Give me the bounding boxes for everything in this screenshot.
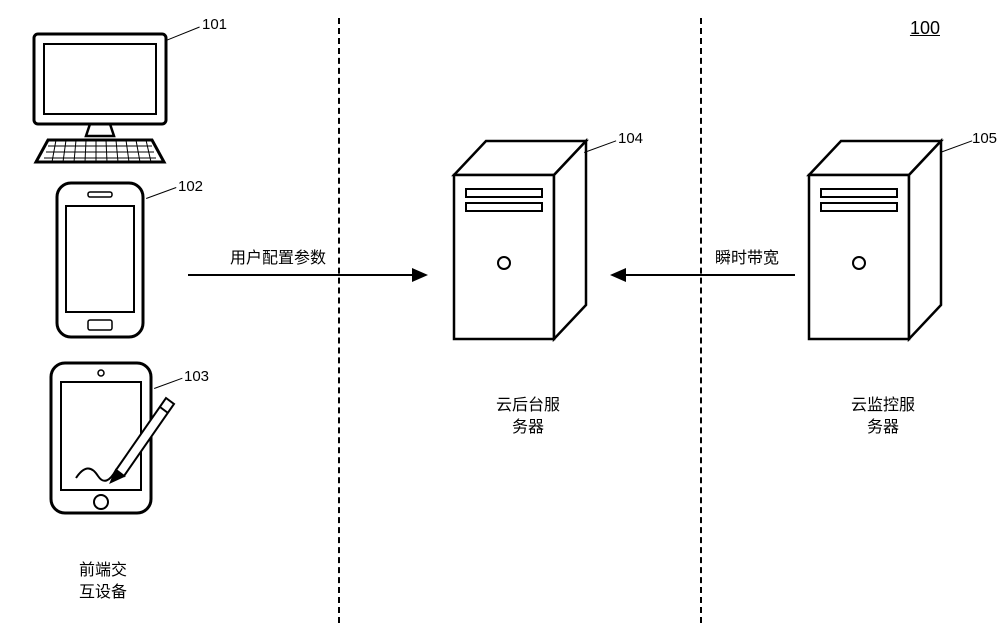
- ref-104: 104: [618, 130, 643, 147]
- arrow-params-head: [412, 268, 428, 282]
- arrow-params-line: [188, 274, 412, 276]
- server2-icon: [805, 135, 945, 345]
- phone-icon: [54, 180, 146, 340]
- arrow-bandwidth-line: [626, 274, 795, 276]
- lead-line-102: [146, 187, 176, 199]
- server1-icon: [450, 135, 590, 345]
- desktop-icon: [30, 30, 170, 165]
- arrow-bandwidth-label: 瞬时带宽: [715, 248, 779, 270]
- ref-102: 102: [178, 178, 203, 195]
- divider-1: [338, 18, 340, 623]
- arrow-bandwidth-head: [610, 268, 626, 282]
- ref-103: 103: [184, 368, 209, 385]
- ref-101: 101: [202, 16, 227, 33]
- devices-group-label: 前端交 互设备: [70, 560, 136, 605]
- arrow-params-label: 用户配置参数: [230, 248, 326, 270]
- diagram-canvas: 100: [0, 0, 1000, 639]
- divider-2: [700, 18, 702, 623]
- figure-number: 100: [910, 18, 940, 39]
- lead-line-101: [166, 27, 200, 41]
- server2-label: 云监控服 务器: [843, 395, 923, 440]
- server1-label: 云后台服 务器: [488, 395, 568, 440]
- ref-105: 105: [972, 130, 997, 147]
- tablet-icon: [48, 360, 178, 520]
